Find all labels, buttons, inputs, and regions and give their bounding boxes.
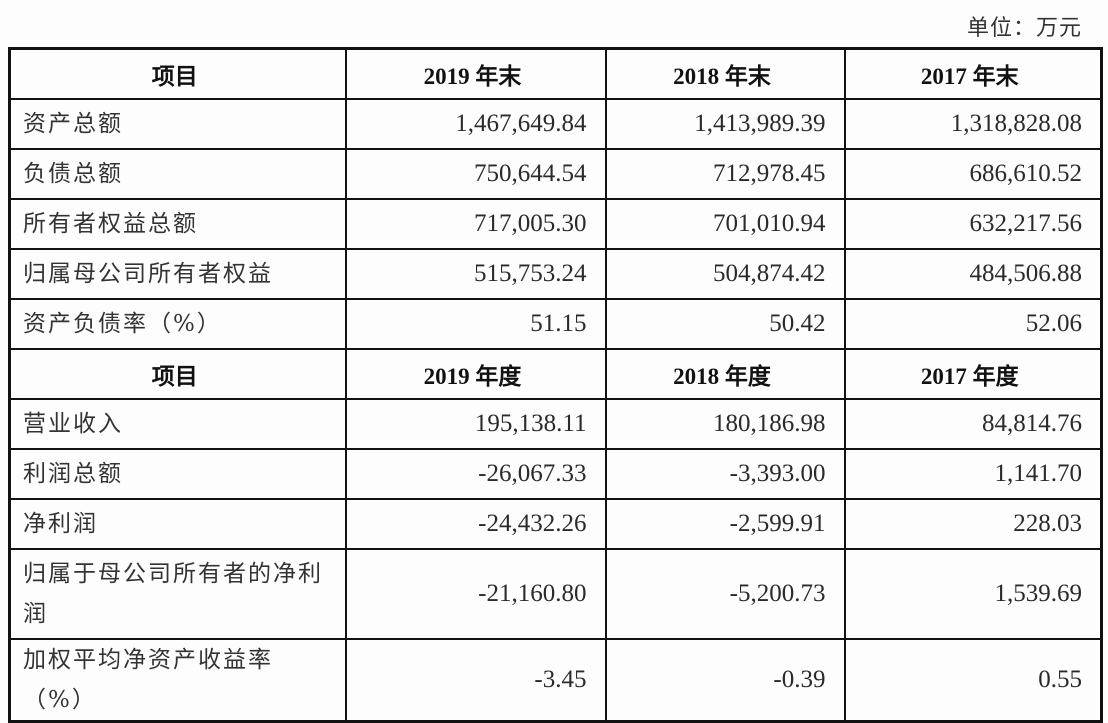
- cell-2018: -0.39: [604, 638, 846, 723]
- table-row-total-liabilities: 负债总额 750,644.54 712,978.45 686,610.52: [8, 148, 1103, 200]
- row-label: 资产负债率（%）: [8, 298, 347, 350]
- cell-2019: 750,644.54: [344, 148, 607, 200]
- row-label: 净利润: [8, 498, 347, 550]
- cell-2018: 1,413,989.39: [604, 98, 846, 150]
- table-row-total-equity: 所有者权益总额 717,005.30 701,010.94 632,217.56: [8, 198, 1103, 250]
- header-2019-year: 2019 年度: [344, 348, 607, 400]
- cell-2017: 686,610.52: [843, 148, 1103, 200]
- cell-2018: -3,393.00: [604, 448, 846, 500]
- cell-2018: 50.42: [604, 298, 846, 350]
- header-2019-end: 2019 年末: [344, 47, 607, 100]
- header-item: 项目: [8, 47, 347, 100]
- header-item: 项目: [8, 348, 347, 400]
- row-label: 归属母公司所有者权益: [8, 248, 347, 300]
- cell-2017: 1,141.70: [843, 448, 1103, 500]
- table-row-net-profit: 净利润 -24,432.26 -2,599.91 228.03: [8, 498, 1103, 550]
- table-row-weighted-roe: 加权平均净资产收益率（%） -3.45 -0.39 0.55: [8, 638, 1103, 723]
- balance-header-row: 项目 2019 年末 2018 年末 2017 年末: [8, 47, 1103, 100]
- cell-2019: 1,467,649.84: [344, 98, 607, 150]
- cell-2017: 632,217.56: [843, 198, 1103, 250]
- income-header-row: 项目 2019 年度 2018 年度 2017 年度: [8, 348, 1103, 400]
- financial-summary-table: 项目 2019 年末 2018 年末 2017 年末 资产总额 1,467,64…: [8, 47, 1103, 723]
- table-row-parent-net-profit: 归属于母公司所有者的净利润 -21,160.80 -5,200.73 1,539…: [8, 548, 1103, 640]
- cell-2017: 1,318,828.08: [843, 98, 1103, 150]
- cell-2017: 1,539.69: [843, 548, 1103, 640]
- row-label: 所有者权益总额: [8, 198, 347, 250]
- cell-2019: 51.15: [344, 298, 607, 350]
- row-label: 资产总额: [8, 98, 347, 150]
- row-label: 加权平均净资产收益率（%）: [8, 638, 347, 723]
- table-row-total-assets: 资产总额 1,467,649.84 1,413,989.39 1,318,828…: [8, 98, 1103, 150]
- cell-2018: -2,599.91: [604, 498, 846, 550]
- table-row-total-profit: 利润总额 -26,067.33 -3,393.00 1,141.70: [8, 448, 1103, 500]
- cell-2017: 228.03: [843, 498, 1103, 550]
- row-label: 负债总额: [8, 148, 347, 200]
- table-row-revenue: 营业收入 195,138.11 180,186.98 84,814.76: [8, 398, 1103, 450]
- cell-2019: 515,753.24: [344, 248, 607, 300]
- cell-2018: 701,010.94: [604, 198, 846, 250]
- cell-2019: -21,160.80: [344, 548, 607, 640]
- cell-2019: 717,005.30: [344, 198, 607, 250]
- cell-2018: 180,186.98: [604, 398, 846, 450]
- cell-2017: 0.55: [843, 638, 1103, 723]
- cell-2017: 484,506.88: [843, 248, 1103, 300]
- cell-2018: -5,200.73: [604, 548, 846, 640]
- cell-2019: 195,138.11: [344, 398, 607, 450]
- cell-2017: 84,814.76: [843, 398, 1103, 450]
- header-2017-end: 2017 年末: [843, 47, 1103, 100]
- table-row-parent-equity: 归属母公司所有者权益 515,753.24 504,874.42 484,506…: [8, 248, 1103, 300]
- unit-label: 单位：万元: [966, 16, 1082, 41]
- cell-2018: 712,978.45: [604, 148, 846, 200]
- row-label: 营业收入: [8, 398, 347, 450]
- header-2018-year: 2018 年度: [604, 348, 846, 400]
- header-2017-year: 2017 年度: [843, 348, 1103, 400]
- header-2018-end: 2018 年末: [604, 47, 846, 100]
- row-label: 归属于母公司所有者的净利润: [8, 548, 347, 640]
- cell-2017: 52.06: [843, 298, 1103, 350]
- row-label: 利润总额: [8, 448, 347, 500]
- cell-2019: -24,432.26: [344, 498, 607, 550]
- table-row-debt-ratio: 资产负债率（%） 51.15 50.42 52.06: [8, 298, 1103, 350]
- cell-2019: -3.45: [344, 638, 607, 723]
- cell-2018: 504,874.42: [604, 248, 846, 300]
- cell-2019: -26,067.33: [344, 448, 607, 500]
